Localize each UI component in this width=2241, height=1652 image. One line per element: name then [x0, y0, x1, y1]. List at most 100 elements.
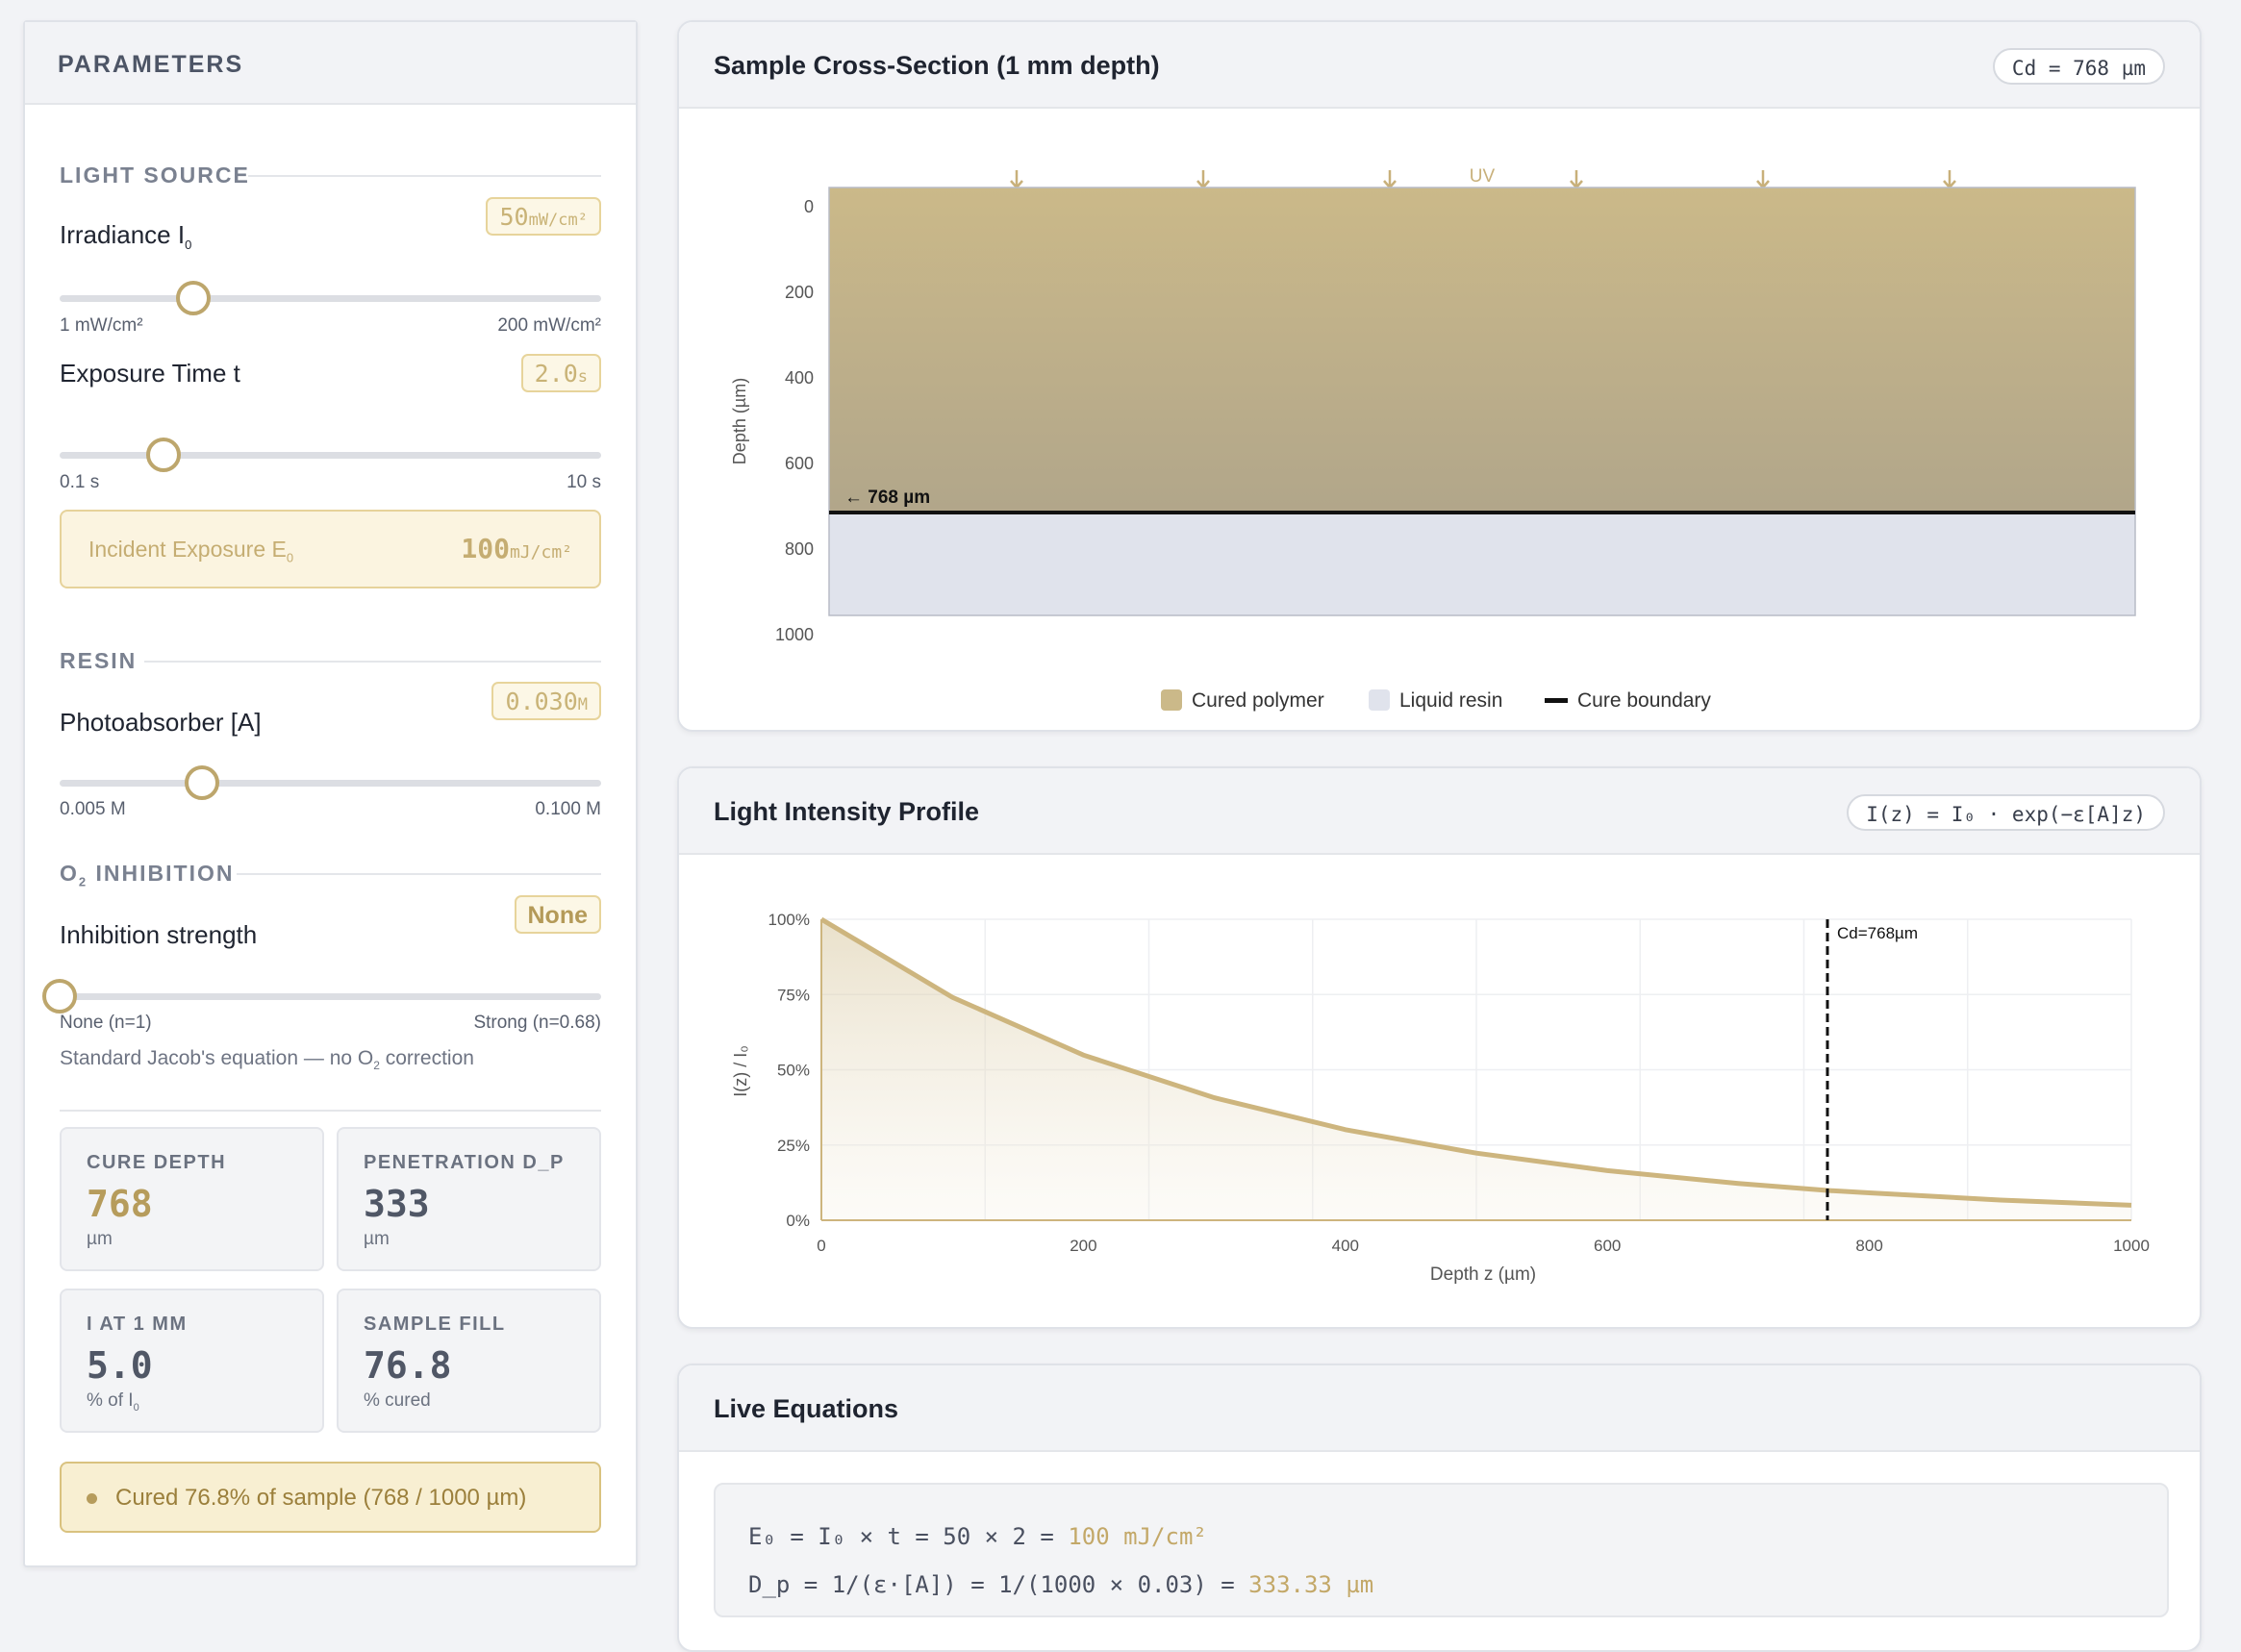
legend-swatch-boundary: [1545, 698, 1568, 703]
stat-title: CURE DEPTH: [87, 1152, 227, 1173]
legend-label: Cure boundary: [1577, 689, 1711, 712]
cure-boundary-label: ← 768 µm: [844, 488, 930, 508]
uv-arrow-icon: [1383, 170, 1397, 189]
equations-box: E₀ = I₀ × t = 50 × 2 = 100 mJ/cm² D_p = …: [714, 1483, 2169, 1617]
intensity-curve: [819, 916, 2132, 1208]
uv-arrow-icon: [1756, 170, 1770, 189]
equations-title: Live Equations: [714, 1394, 899, 1423]
legend-label: Cured polymer: [1192, 689, 1324, 712]
intensity-card: Light Intensity Profile I(z) = I₀ · exp(…: [677, 766, 2202, 1329]
y-tick-label: 100%: [768, 911, 810, 929]
photoabsorber-slider[interactable]: [60, 765, 601, 800]
y-tick-label: 50%: [777, 1062, 810, 1080]
uv-arrow-icon: [1010, 170, 1023, 189]
exposure-value: 2.0s: [520, 354, 601, 392]
section-divider: [248, 175, 601, 177]
x-axis-label: Depth z (µm): [1430, 1264, 1536, 1285]
exposure-label: Exposure Time t: [60, 359, 240, 388]
stat-cure-depth: CURE DEPTH 768 µm: [60, 1127, 324, 1271]
irradiance-max-label: 200 mW/cm²: [497, 315, 601, 336]
y-tick-label: 0: [804, 197, 814, 216]
x-tick-label: 1000: [2113, 1237, 2150, 1255]
incident-exposure-box: Incident Exposure E0 100mJ/cm²: [60, 510, 601, 588]
inhibition-label: Inhibition strength: [60, 920, 258, 949]
photoabsorber-label: Photoabsorber [A]: [60, 708, 262, 737]
x-tick-label: 600: [1594, 1237, 1621, 1255]
exposure-slider-thumb[interactable]: [146, 438, 182, 472]
irradiance-value: 50mW/cm²: [486, 197, 601, 236]
status-text: Cured 76.8% of sample (768 / 1000 µm): [115, 1485, 527, 1511]
incident-exposure-label: Incident Exposure E0: [88, 537, 294, 565]
stat-sample-fill: SAMPLE FILL 76.8 % cured: [337, 1289, 601, 1433]
equation-line: E₀ = I₀ × t = 50 × 2 = 100 mJ/cm²: [748, 1523, 1207, 1550]
stat-unit: µm: [364, 1229, 390, 1249]
y-tick-label: 0%: [786, 1212, 810, 1230]
y-axis-label: I(z) / I₀: [731, 1045, 750, 1096]
liquid-resin-region: [829, 513, 2135, 615]
x-tick-label: 200: [1070, 1237, 1096, 1255]
photoabsorber-min-label: 0.005 M: [60, 799, 126, 819]
uv-label: UV: [1470, 166, 1496, 187]
inhibition-min-label: None (n=1): [60, 1013, 152, 1033]
parameters-panel: PARAMETERS LIGHT SOURCE Irradiance I0 50…: [23, 20, 638, 1567]
status-dot-icon: [87, 1493, 97, 1504]
stat-title: I AT 1 MM: [87, 1314, 188, 1335]
section-divider: [237, 873, 601, 875]
y-tick-label: 1000: [775, 625, 814, 644]
panel-title: PARAMETERS: [25, 22, 636, 105]
stat-value: 5.0: [87, 1344, 153, 1387]
irradiance-slider-thumb[interactable]: [175, 281, 211, 315]
inhibition-note: Standard Jacob's equation — no O2 correc…: [60, 1047, 474, 1073]
cross-section-plot: UV ← 768 µm 0 200 400 600 800 1000 Depth…: [730, 166, 2136, 712]
y-axis: 0 200 400 600 800 1000: [775, 197, 814, 644]
stat-value: 768: [87, 1183, 153, 1225]
y-axis-label: Depth (µm): [730, 378, 749, 464]
inhibition-slider[interactable]: [42, 979, 601, 1014]
y-tick-label: 200: [785, 283, 814, 302]
y-tick-label: 600: [785, 454, 814, 473]
cross-section-card: Sample Cross-Section (1 mm depth) Cd = 7…: [677, 20, 2202, 732]
inhibition-max-label: Strong (n=0.68): [473, 1013, 601, 1033]
irradiance-min-label: 1 mW/cm²: [60, 315, 143, 336]
y-tick-label: 800: [785, 539, 814, 559]
cure-status-banner: Cured 76.8% of sample (768 / 1000 µm): [60, 1462, 601, 1533]
equations-card: Live Equations E₀ = I₀ × t = 50 × 2 = 10…: [677, 1364, 2202, 1652]
y-tick-label: 400: [785, 368, 814, 388]
legend: Cured polymer Liquid resin Cure boundary: [1161, 689, 1711, 712]
exposure-max-label: 10 s: [567, 472, 601, 492]
intensity-title: Light Intensity Profile: [714, 797, 980, 826]
uv-arrow-icon: [1196, 170, 1210, 189]
cross-section-title: Sample Cross-Section (1 mm depth): [714, 51, 1160, 80]
exposure-slider[interactable]: [60, 438, 601, 472]
stat-title: SAMPLE FILL: [364, 1314, 506, 1335]
stat-unit: µm: [87, 1229, 113, 1249]
stat-penetration-depth: PENETRATION D_P 333 µm: [337, 1127, 601, 1271]
stat-intensity-1mm: I AT 1 MM 5.0 % of I0: [60, 1289, 324, 1433]
y-axis: 100% 75% 50% 25% 0%: [768, 911, 810, 1230]
x-tick-label: 400: [1332, 1237, 1359, 1255]
section-o2-inhibition: O2 INHIBITION: [60, 861, 235, 889]
x-tick-label: 0: [817, 1237, 825, 1255]
sample-outline: [828, 187, 2136, 616]
inhibition-slider-thumb[interactable]: [42, 979, 77, 1014]
inhibition-value: None: [514, 895, 601, 934]
stat-value: 333: [364, 1183, 430, 1225]
y-tick-label: 25%: [777, 1137, 810, 1155]
uv-arrow-icon: [1943, 170, 1956, 189]
exposure-min-label: 0.1 s: [60, 472, 100, 492]
x-axis: 0 200 400 600 800 1000: [817, 1237, 2150, 1255]
incident-exposure-value: 100mJ/cm²: [461, 533, 572, 564]
photoabsorber-slider-thumb[interactable]: [185, 765, 220, 800]
uv-arrow-icon: [1570, 170, 1583, 189]
irradiance-label: Irradiance I0: [60, 220, 192, 253]
photoabsorber-value: 0.030M: [491, 682, 601, 720]
section-resin: RESIN: [60, 648, 138, 673]
divider: [60, 1110, 601, 1112]
y-tick-label: 75%: [777, 986, 810, 1004]
irradiance-slider[interactable]: [60, 281, 601, 315]
stat-title: PENETRATION D_P: [364, 1152, 565, 1173]
stat-value: 76.8: [364, 1344, 452, 1387]
x-tick-label: 800: [1855, 1237, 1882, 1255]
section-light-source: LIGHT SOURCE: [60, 163, 250, 188]
intensity-chart: Cd=768µm 0 200 400 600 800 1000 100% 75%…: [731, 911, 2150, 1285]
